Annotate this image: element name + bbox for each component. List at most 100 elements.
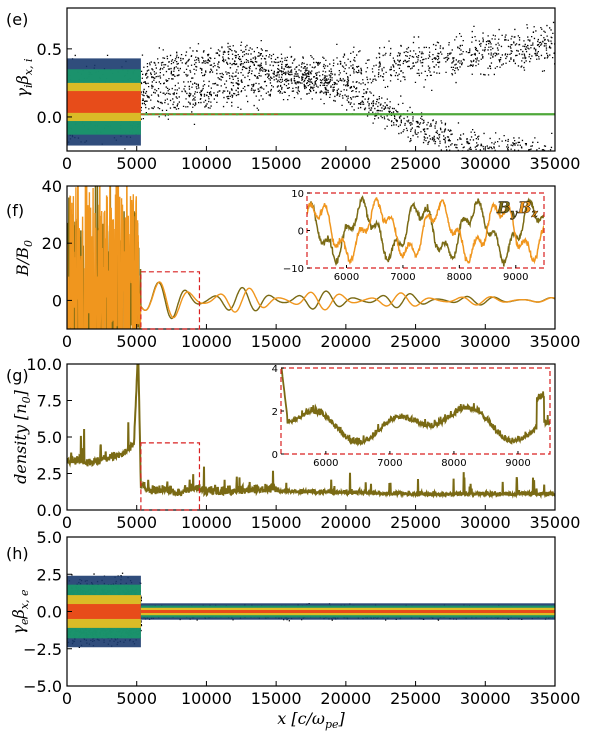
legend-bz: Bz	[517, 198, 539, 220]
y-tick-label: 0	[272, 450, 278, 461]
x-tick-label: 35000	[530, 332, 581, 351]
inset-field-line-By	[307, 195, 544, 267]
y-tick-label: 0.0	[37, 501, 62, 520]
y-tick-label: 0	[52, 291, 62, 310]
y-tick-label: 0.0	[37, 603, 62, 622]
legend-by: By	[496, 198, 519, 220]
x-tick-label: 20000	[320, 332, 371, 351]
ion-density-band-3	[67, 91, 141, 113]
electron-upstream-band-3	[140, 610, 555, 613]
x-tick-label: 25000	[390, 154, 441, 173]
y-tick-label: 2.5	[37, 565, 62, 584]
field-line-Bz	[67, 186, 555, 329]
panel-g-inset-ticks: 6000 7000 8000 9000 0 2 4	[272, 364, 531, 469]
panel-e: 0 5000 10000 15000 20000 25000 30000 35000 0.0 0.…	[6, 7, 581, 173]
y-tick-label: 40	[42, 177, 62, 196]
y-tick-label: 5.0	[37, 428, 62, 447]
inset-field-line-Bz	[307, 197, 544, 266]
x-tick-label: 10000	[181, 689, 232, 708]
x-tick-label: 30000	[460, 332, 511, 351]
panel-h: 0 5000 10000 15000 20000 25000 30000 35000 −5.0 −…	[6, 528, 580, 731]
panel-f-label: (f)	[6, 201, 24, 220]
x-tick-label: 15000	[251, 513, 302, 532]
panel-g-zoom-box	[140, 442, 201, 511]
inset-density-line	[281, 368, 550, 447]
y-tick-label: 10.0	[26, 355, 62, 374]
panel-f-inset-bg	[307, 193, 544, 268]
panel-h-ticks: 0 5000 10000 15000 20000 25000 30000 35000 −5.0 −…	[23, 528, 580, 708]
x-tick-label: 10000	[181, 513, 232, 532]
panel-g: 0 5000 10000 15000 20000 25000 30000 35000 0.0 2.…	[6, 355, 580, 532]
x-tick-label: 15000	[251, 332, 302, 351]
panel-f-lines	[67, 186, 555, 329]
panel-g-ylabel: density [n0]	[11, 389, 33, 483]
x-tick-label: 20000	[320, 513, 371, 532]
x-tick-label: 30000	[460, 689, 511, 708]
x-tick-label: 25000	[390, 689, 441, 708]
x-tick-label: 25000	[390, 332, 441, 351]
panel-h-scatter	[67, 572, 555, 648]
density-line	[67, 364, 555, 500]
ion-sparse-particles	[67, 21, 555, 151]
panel-e-scatter	[67, 21, 555, 151]
y-tick-label: 7.5	[37, 392, 62, 411]
panel-e-frame	[66, 7, 556, 152]
y-tick-label: 0.5	[37, 40, 62, 59]
y-tick-label: 2	[272, 407, 278, 418]
panel-f-ylabel: B/B0	[13, 240, 35, 277]
x-tick-label: 25000	[390, 513, 441, 532]
panel-e-ylabel: γiβx, i	[13, 58, 35, 97]
x-tick-label: 30000	[460, 513, 511, 532]
panel-g-ticks: 0 5000 10000 15000 20000 25000 30000 35000 0.0 2.…	[26, 355, 580, 532]
panel-f-zoom-box	[140, 271, 201, 330]
y-tick-label: 4	[272, 364, 278, 375]
x-tick-label: 10000	[181, 154, 232, 173]
x-tick-label: 9000	[503, 272, 528, 283]
x-tick-label: 20000	[320, 154, 371, 173]
y-tick-label: 2.5	[37, 465, 62, 484]
x-tick-label: 5000	[116, 689, 157, 708]
panel-f-frame	[66, 185, 556, 330]
x-tick-label: 0	[62, 332, 72, 351]
panel-g-line	[67, 364, 555, 500]
x-tick-label: 7000	[377, 458, 402, 469]
x-tick-label: 5000	[116, 332, 157, 351]
panel-h-label: (h)	[6, 544, 29, 563]
x-tick-label: 20000	[320, 689, 371, 708]
x-tick-label: 9000	[505, 458, 530, 469]
y-tick-label: 5.0	[37, 528, 62, 547]
panel-f-ticks: 0 5000 10000 15000 20000 25000 30000 35000 0 20 40	[42, 177, 581, 351]
x-tick-label: 5000	[116, 154, 157, 173]
y-tick-label: 0.0	[37, 108, 62, 127]
panel-g-inset-line	[281, 368, 550, 447]
panel-f-inset-lines	[307, 195, 544, 267]
y-tick-label: 20	[42, 234, 62, 253]
x-tick-label: 6000	[334, 272, 359, 283]
x-tick-label: 35000	[530, 513, 581, 532]
x-tick-label: 35000	[530, 689, 581, 708]
x-axis-label: x [c/ωpe]	[277, 709, 345, 731]
x-tick-label: 10000	[181, 332, 232, 351]
panel-f-inset: 6000 7000 8000 9000 −10 0 10 By Bz	[283, 189, 545, 283]
panel-f-inset-ticks: 6000 7000 8000 9000 −10 0 10	[283, 189, 529, 283]
panel-h-ylabel: γeβx, e	[9, 589, 31, 635]
x-tick-label: 5000	[116, 513, 157, 532]
panel-g-label: (g)	[6, 366, 29, 385]
y-tick-label: 10	[291, 189, 304, 200]
y-tick-label: −5.0	[23, 677, 62, 696]
y-tick-label: 0	[298, 227, 304, 238]
x-tick-label: 30000	[460, 154, 511, 173]
panel-e-label: (e)	[6, 10, 28, 29]
x-tick-label: 35000	[530, 154, 581, 173]
x-tick-label: 0	[62, 513, 72, 532]
x-tick-label: 7000	[390, 272, 415, 283]
panel-f: 0 5000 10000 15000 20000 25000 30000 35000 0 20 40…	[6, 177, 581, 351]
y-tick-label: −2.5	[23, 640, 62, 659]
x-tick-label: 8000	[441, 458, 466, 469]
electron-downstream-band-3	[67, 604, 141, 619]
x-tick-label: 15000	[251, 154, 302, 173]
x-tick-label: 0	[62, 154, 72, 173]
panel-e-ticks: 0 5000 10000 15000 20000 25000 30000 35000 0.0 0.…	[37, 40, 581, 173]
x-tick-label: 15000	[251, 689, 302, 708]
